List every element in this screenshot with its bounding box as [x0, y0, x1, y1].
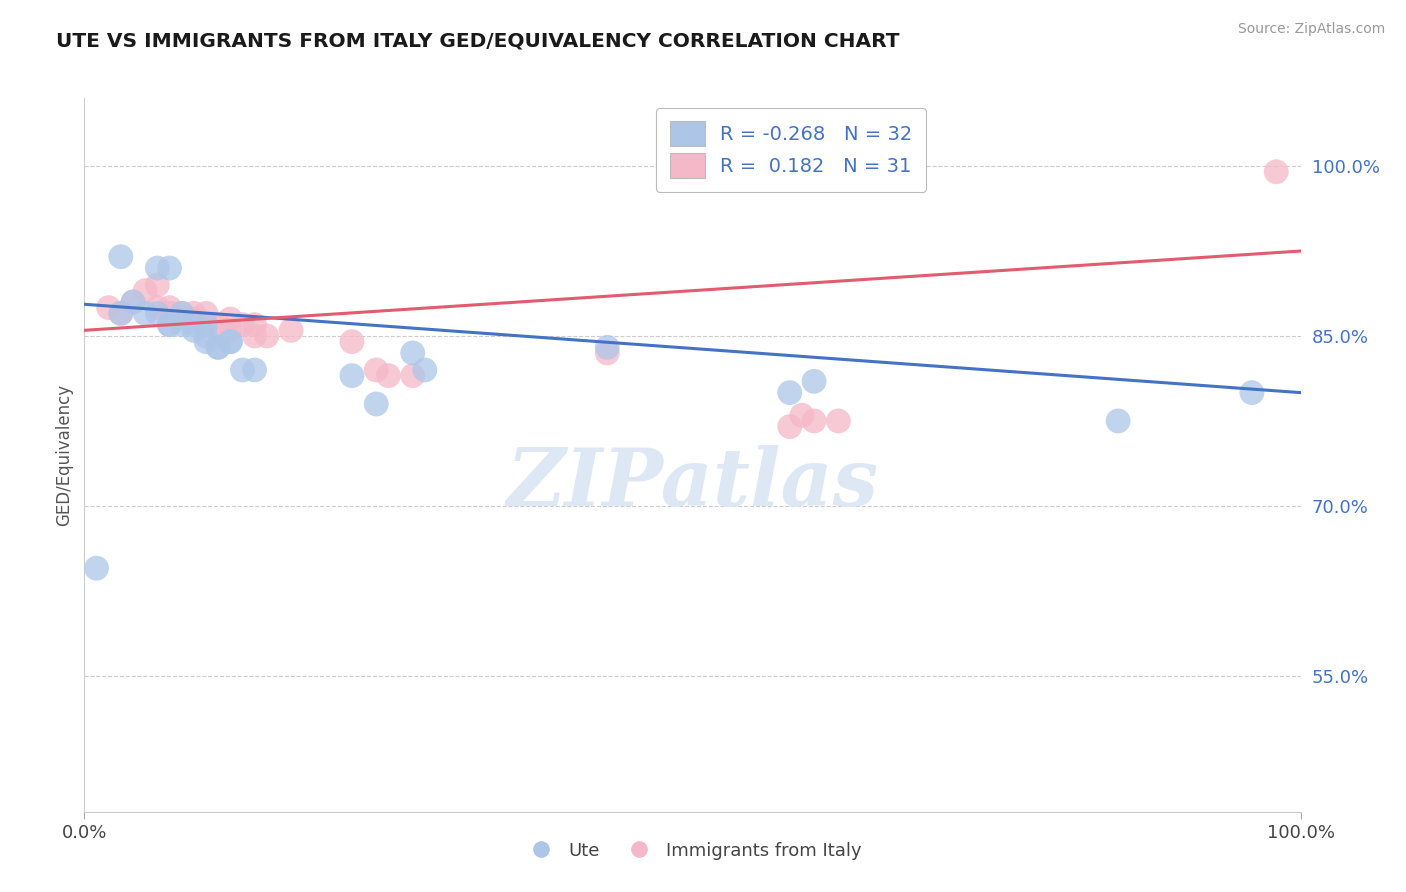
Point	[366, 397, 388, 411]
Point	[97, 301, 120, 315]
Point	[827, 414, 849, 428]
Point	[207, 340, 229, 354]
Legend: Ute, Immigrants from Italy: Ute, Immigrants from Italy	[516, 835, 869, 867]
Point	[256, 329, 278, 343]
Point	[219, 323, 242, 337]
Point	[243, 363, 266, 377]
Y-axis label: GED/Equivalency: GED/Equivalency	[55, 384, 73, 526]
Point	[243, 329, 266, 343]
Point	[803, 414, 825, 428]
Point	[159, 318, 181, 332]
Point	[803, 374, 825, 388]
Point	[194, 318, 218, 332]
Point	[779, 385, 801, 400]
Text: UTE VS IMMIGRANTS FROM ITALY GED/EQUIVALENCY CORRELATION CHART: UTE VS IMMIGRANTS FROM ITALY GED/EQUIVAL…	[56, 31, 900, 50]
Point	[219, 312, 242, 326]
Point	[219, 334, 242, 349]
Point	[194, 329, 218, 343]
Point	[170, 318, 193, 332]
Point	[366, 363, 388, 377]
Point	[110, 306, 132, 320]
Point	[159, 318, 181, 332]
Point	[159, 301, 181, 315]
Text: Source: ZipAtlas.com: Source: ZipAtlas.com	[1237, 22, 1385, 37]
Point	[340, 334, 363, 349]
Point	[110, 306, 132, 320]
Point	[146, 278, 169, 293]
Point	[207, 318, 229, 332]
Point	[159, 260, 181, 275]
Point	[596, 346, 619, 360]
Point	[134, 284, 156, 298]
Point	[194, 306, 218, 320]
Point	[170, 306, 193, 320]
Point	[340, 368, 363, 383]
Point	[122, 295, 145, 310]
Point	[86, 561, 108, 575]
Point	[110, 250, 132, 264]
Point	[183, 312, 205, 326]
Point	[183, 306, 205, 320]
Point	[183, 318, 205, 332]
Point	[231, 363, 253, 377]
Point	[790, 409, 813, 423]
Point	[207, 340, 229, 354]
Point	[1265, 165, 1288, 179]
Point	[194, 318, 218, 332]
Text: ZIPatlas: ZIPatlas	[506, 445, 879, 522]
Point	[243, 318, 266, 332]
Point	[146, 306, 169, 320]
Point	[231, 318, 253, 332]
Point	[1107, 414, 1129, 428]
Point	[280, 323, 302, 337]
Point	[146, 301, 169, 315]
Point	[183, 323, 205, 337]
Point	[170, 306, 193, 320]
Point	[122, 295, 145, 310]
Point	[402, 368, 425, 383]
Point	[159, 306, 181, 320]
Point	[413, 363, 436, 377]
Point	[219, 334, 242, 349]
Point	[194, 334, 218, 349]
Point	[779, 419, 801, 434]
Point	[377, 368, 399, 383]
Point	[596, 340, 619, 354]
Point	[1240, 385, 1263, 400]
Point	[146, 260, 169, 275]
Point	[402, 346, 425, 360]
Point	[134, 306, 156, 320]
